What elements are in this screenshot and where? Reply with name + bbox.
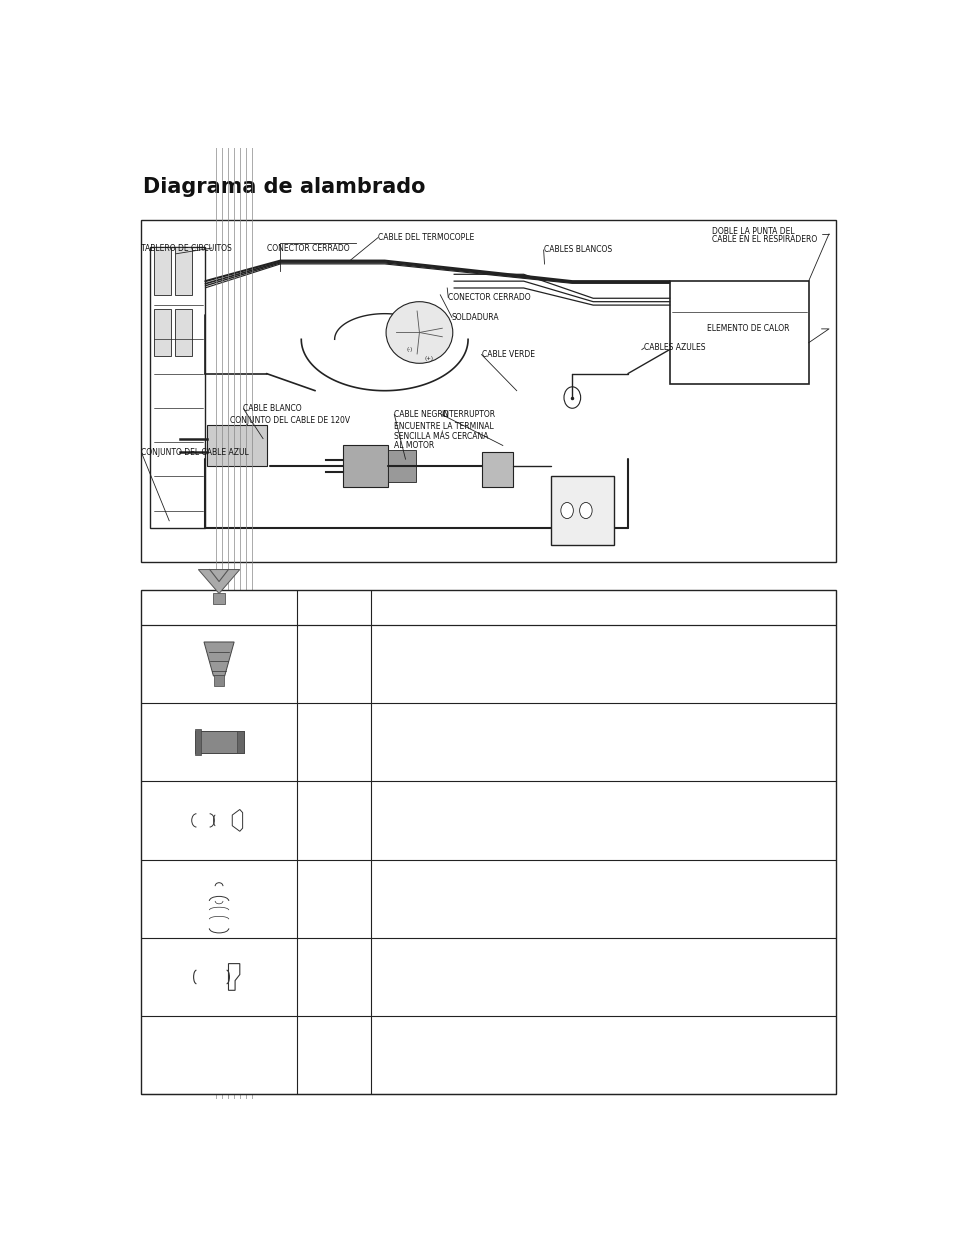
Text: CABLE BLANCO: CABLE BLANCO — [243, 404, 302, 414]
Polygon shape — [204, 642, 233, 676]
Text: INTERRUPTOR: INTERRUPTOR — [441, 410, 496, 419]
Bar — [481, 452, 513, 487]
Bar — [213, 593, 225, 604]
Bar — [388, 450, 416, 483]
Bar — [141, 590, 836, 1094]
Bar — [194, 729, 201, 756]
Text: (-): (-) — [406, 347, 412, 352]
Ellipse shape — [386, 301, 453, 363]
Bar — [236, 731, 243, 753]
Text: Diagrama de alambrado: Diagrama de alambrado — [143, 177, 425, 196]
Text: TABLERO DE CIRCUITOS: TABLERO DE CIRCUITOS — [141, 243, 232, 252]
Polygon shape — [198, 569, 239, 594]
Text: ELEMENTO DE CALOR: ELEMENTO DE CALOR — [706, 325, 789, 333]
Bar — [669, 282, 808, 384]
Bar — [174, 247, 192, 295]
Bar — [174, 309, 192, 357]
Circle shape — [560, 503, 573, 519]
Text: CONJUNTO DEL CABLE DE 120V: CONJUNTO DEL CABLE DE 120V — [230, 416, 350, 425]
Bar — [153, 309, 172, 357]
Text: (+): (+) — [424, 356, 434, 361]
Bar — [141, 220, 836, 562]
Circle shape — [579, 503, 592, 519]
Text: SOLDADURA: SOLDADURA — [452, 312, 499, 322]
Bar — [343, 446, 388, 487]
Text: CABLE EN EL RESPIRADERO: CABLE EN EL RESPIRADERO — [712, 235, 817, 245]
Text: CABLE DEL TERMOCOPLE: CABLE DEL TERMOCOPLE — [377, 233, 474, 242]
Text: CABLES BLANCOS: CABLES BLANCOS — [543, 246, 611, 254]
Text: DOBLE LA PUNTA DEL: DOBLE LA PUNTA DEL — [712, 227, 794, 236]
Text: ENCUENTRE LA TERMINAL: ENCUENTRE LA TERMINAL — [394, 422, 494, 431]
Bar — [207, 425, 266, 466]
Text: SENCILLA MÁS CERCANA: SENCILLA MÁS CERCANA — [394, 432, 488, 441]
Text: CABLE VERDE: CABLE VERDE — [481, 350, 534, 359]
Bar — [194, 731, 243, 753]
Text: AL MOTOR: AL MOTOR — [394, 441, 434, 451]
Circle shape — [563, 387, 580, 409]
Text: CONECTOR CERRADO: CONECTOR CERRADO — [448, 293, 530, 303]
Bar — [551, 477, 614, 545]
Bar — [153, 247, 172, 295]
Text: CONECTOR CERRADO: CONECTOR CERRADO — [267, 243, 350, 252]
Text: CABLES AZULES: CABLES AZULES — [643, 343, 705, 352]
Text: CONJUNTO DEL CABLE AZUL: CONJUNTO DEL CABLE AZUL — [141, 448, 249, 457]
Bar — [214, 676, 224, 685]
Text: CABLE NEGRO: CABLE NEGRO — [394, 410, 449, 419]
Bar — [150, 247, 205, 527]
